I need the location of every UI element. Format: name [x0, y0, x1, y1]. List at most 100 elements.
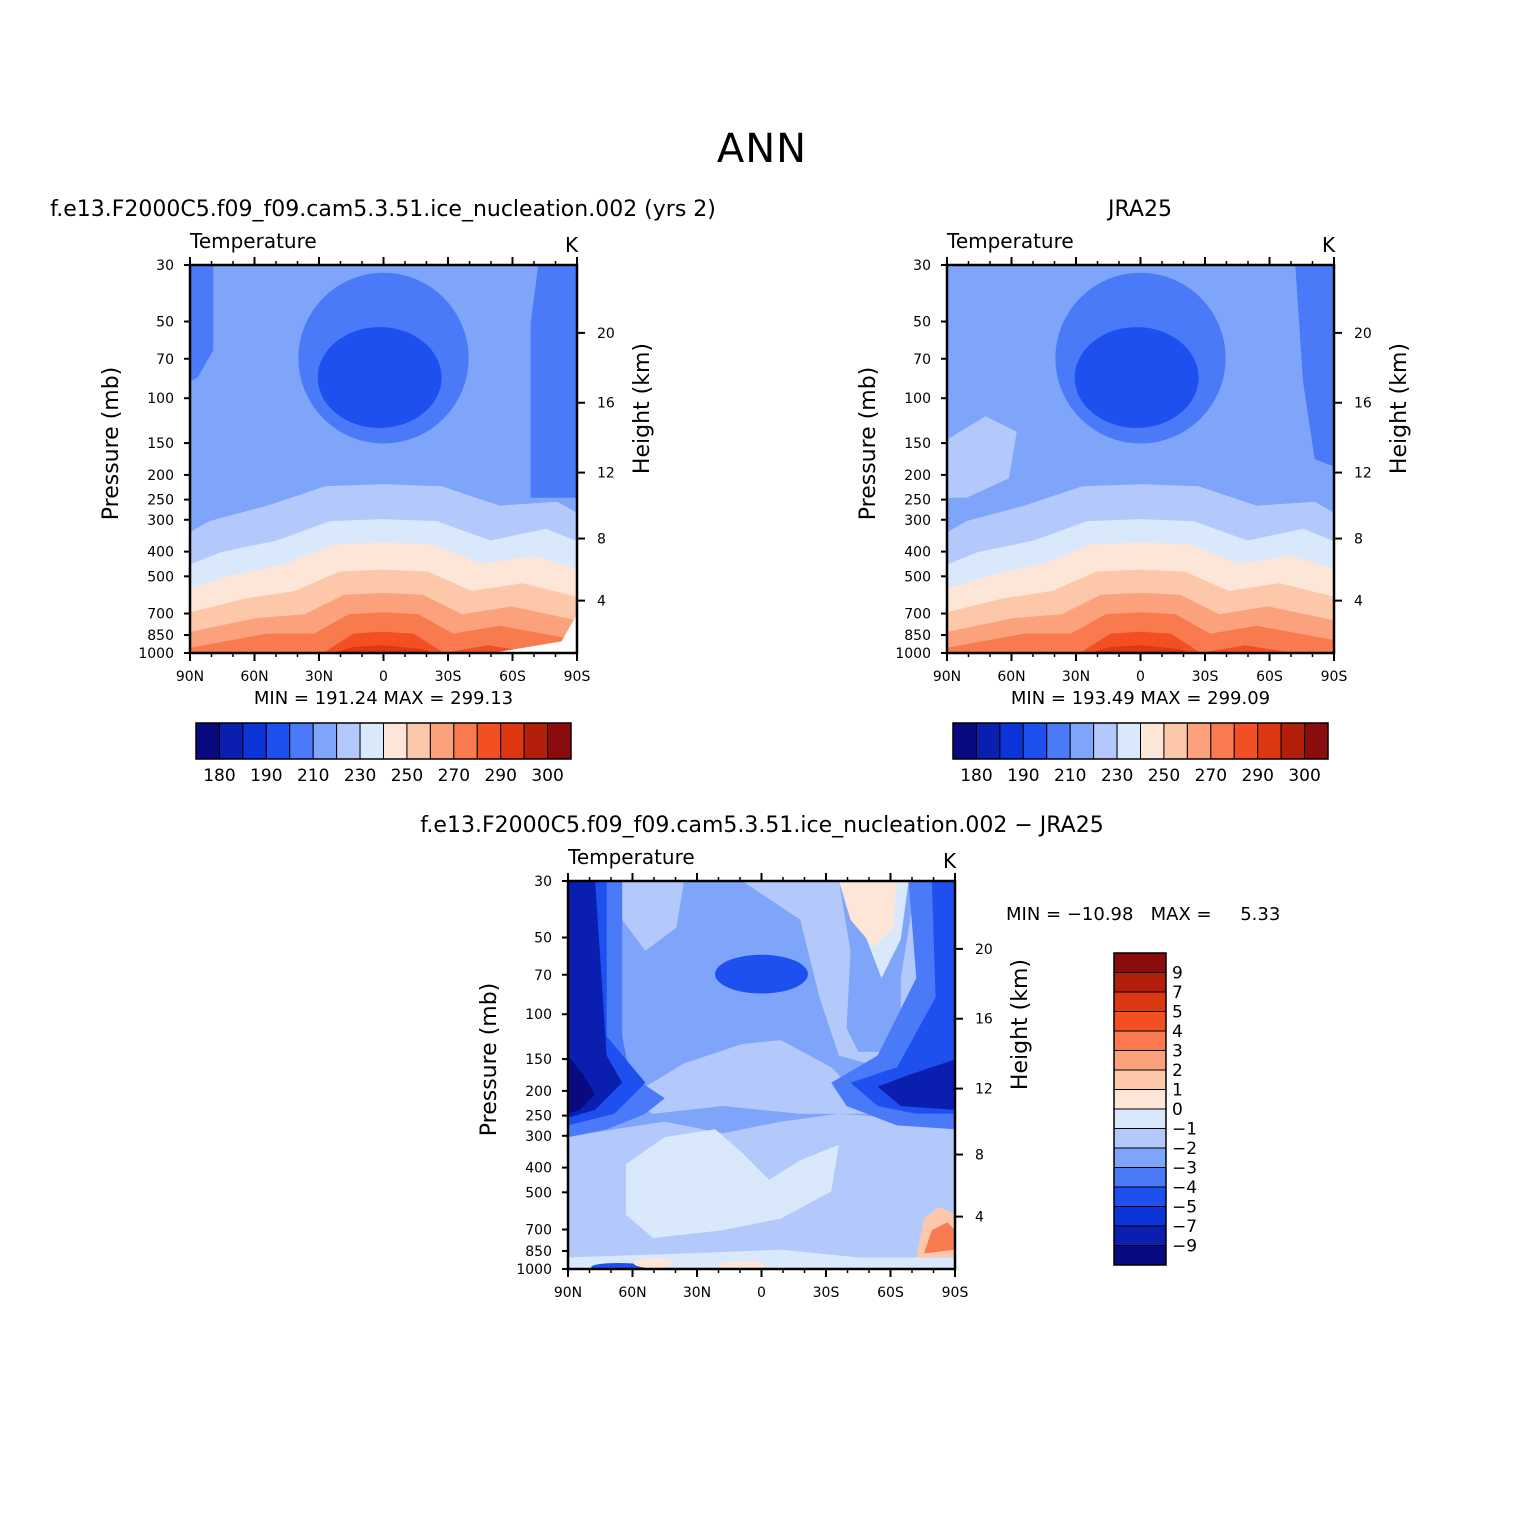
colorbar-label: 7	[1172, 983, 1183, 1003]
colorbar-box	[1186, 722, 1212, 760]
colorbar-box	[1113, 1147, 1167, 1168]
y-tick-label: 700	[525, 1223, 552, 1239]
colorbar-box	[1113, 1030, 1167, 1051]
x-tick-label: 30S	[813, 1285, 840, 1301]
x-tick-label: 60S	[877, 1285, 904, 1301]
colorbar-box	[1113, 1206, 1167, 1227]
x-tick-label: 90N	[176, 669, 204, 685]
min-max-stats: MIN = −10.98 MAX = 5.33	[1006, 904, 1280, 925]
y-tick-label: 200	[904, 468, 931, 484]
colorbar-label: 290	[1241, 766, 1273, 786]
colorbar-box	[1210, 722, 1235, 760]
x-tick-label: 60S	[499, 669, 526, 685]
y-right-tick-label: 8	[975, 1148, 984, 1164]
colorbar-label: −1	[1172, 1120, 1197, 1140]
colorbar-box	[999, 722, 1024, 760]
contour-level	[626, 1129, 839, 1238]
contour-level	[850, 881, 955, 1114]
contour-level	[1090, 645, 1191, 653]
colorbar-box	[500, 722, 525, 760]
y-tick-label: 850	[147, 628, 174, 644]
plot-right-label: K	[565, 233, 579, 257]
y-tick-label: 70	[534, 968, 552, 984]
plot-left-label: Temperature	[189, 229, 317, 253]
x-tick-label: 30N	[683, 1285, 711, 1301]
min-max-stats: MIN = 191.24 MAX = 299.13	[254, 688, 513, 709]
colorbar-frame	[195, 722, 572, 760]
y-right-tick-label: 12	[975, 1082, 993, 1098]
colorbar-box	[1113, 1011, 1167, 1032]
x-tick-label: 60N	[997, 669, 1025, 685]
x-tick-label: 90S	[942, 1285, 969, 1301]
colorbar-label: 250	[391, 766, 423, 786]
colorbar-box	[1113, 1167, 1167, 1188]
y-tick-label: 70	[156, 352, 174, 368]
plot-right-label: K	[1322, 233, 1336, 257]
y-right-tick-label: 8	[597, 532, 606, 548]
x-tick-label: 0	[1136, 669, 1145, 685]
x-tick-label: 30N	[305, 669, 333, 685]
y-tick-label: 200	[525, 1084, 552, 1100]
y-tick-label: 300	[904, 513, 931, 529]
colorbar-label: −9	[1172, 1237, 1197, 1257]
colorbar-label: 270	[1195, 766, 1227, 786]
colorbar-box	[218, 722, 244, 760]
contour-level	[614, 881, 685, 951]
colorbar-label: 5	[1172, 1003, 1183, 1023]
y-tick-label: 400	[525, 1161, 552, 1177]
contour-level	[742, 881, 936, 1075]
colorbar-box	[1046, 722, 1071, 760]
x-tick-label: 30N	[1062, 669, 1090, 685]
colorbar-frame	[952, 722, 1329, 760]
colorbar-label: 180	[203, 766, 235, 786]
colorbar-box	[1116, 722, 1141, 760]
contour-level	[626, 1040, 878, 1114]
y-right-tick-label: 16	[597, 396, 615, 412]
contour-level	[190, 265, 214, 382]
min-max-stats: MIN = 193.49 MAX = 299.09	[1011, 688, 1270, 709]
colorbar-label: 270	[438, 766, 470, 786]
contour-level	[279, 631, 537, 653]
colorbar-box	[359, 722, 384, 760]
contour-level	[1295, 265, 1334, 467]
chart-panel-model: 305070100150200250300400500700850100090N…	[50, 197, 716, 786]
colorbar-box	[383, 722, 408, 760]
colorbar-box	[523, 722, 549, 760]
colorbar-box	[406, 722, 431, 760]
colorbar-box	[1113, 1108, 1167, 1129]
y-right-tick-label: 4	[597, 594, 606, 610]
plot-title: f.e13.F2000C5.f09_f09.cam5.3.51.ice_nucl…	[420, 813, 1103, 838]
colorbar-label: 9	[1172, 964, 1183, 984]
y-tick-label: 250	[147, 493, 174, 509]
contour-level	[568, 881, 623, 1118]
colorbar-box	[547, 722, 572, 760]
y-tick-label: 700	[147, 607, 174, 623]
y-tick-label: 500	[147, 569, 174, 585]
y-right-axis-title: Height (km)	[1008, 959, 1033, 1090]
y-tick-label: 100	[525, 1007, 552, 1023]
colorbar-label: 300	[531, 766, 563, 786]
x-tick-label: 60N	[618, 1285, 646, 1301]
x-tick-label: 30S	[435, 669, 462, 685]
plot-left-label: Temperature	[946, 229, 1074, 253]
contour-level	[924, 1222, 955, 1254]
colorbar-label: −2	[1172, 1139, 1197, 1159]
y-tick-label: 30	[913, 258, 931, 274]
y-tick-label: 1000	[516, 1262, 552, 1278]
contour-level	[1036, 631, 1294, 653]
colorbar-label: 290	[484, 766, 516, 786]
colorbar-label: −4	[1172, 1178, 1197, 1198]
contour-level	[947, 416, 1017, 498]
y-tick-label: 100	[904, 391, 931, 407]
page-title: ANN	[716, 126, 808, 172]
x-tick-label: 90S	[564, 669, 591, 685]
y-tick-label: 30	[534, 874, 552, 890]
y-tick-label: 150	[525, 1052, 552, 1068]
colorbar-label: 190	[1007, 766, 1039, 786]
colorbar-box	[1113, 1069, 1167, 1090]
colorbar-box	[1022, 722, 1048, 760]
y-right-axis-title: Height (km)	[630, 343, 655, 474]
y-tick-label: 250	[525, 1109, 552, 1125]
y-right-tick-label: 16	[1354, 396, 1372, 412]
